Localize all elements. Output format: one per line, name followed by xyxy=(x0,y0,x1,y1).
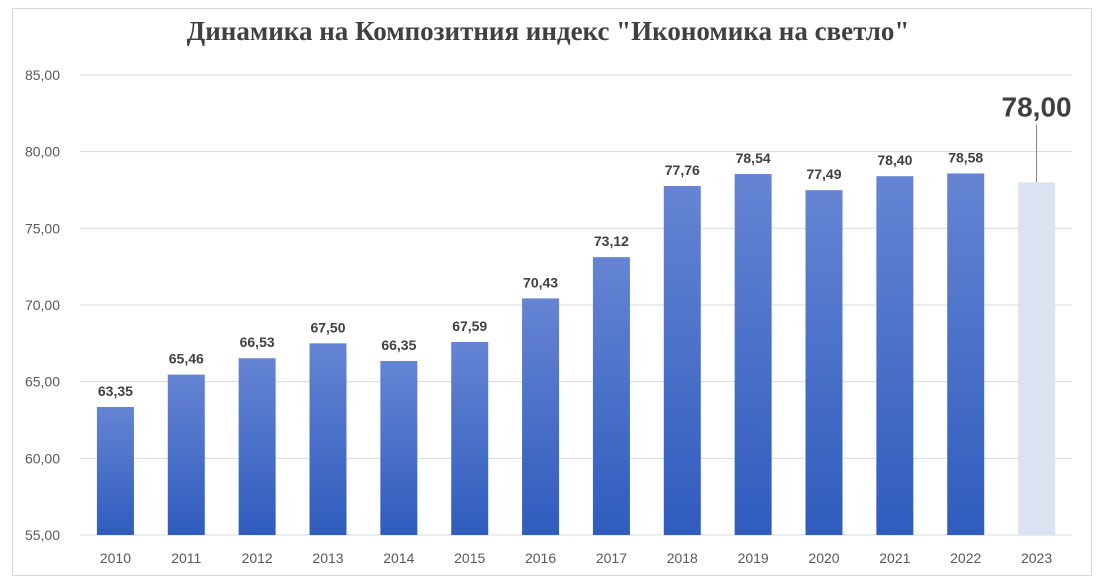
data-label-2010: 63,35 xyxy=(98,383,133,399)
data-label-2013: 67,50 xyxy=(310,319,345,335)
axes: 55,00 60,00 65,00 70,00 75,00 80,00 85,00 2010 2… xyxy=(25,67,1052,566)
x-tick-label: 2015 xyxy=(454,550,485,566)
y-tick-label: 55,00 xyxy=(25,527,60,543)
data-label-2015: 67,59 xyxy=(452,318,487,334)
gridlines xyxy=(80,74,1072,536)
data-label-2020: 77,49 xyxy=(806,166,841,182)
bar-2010 xyxy=(96,406,134,535)
data-label-2021: 78,40 xyxy=(877,152,912,168)
x-tick-label: 2010 xyxy=(100,550,131,566)
data-label-2022: 78,58 xyxy=(948,149,983,165)
bar-2020 xyxy=(805,190,843,536)
bar-2011 xyxy=(167,374,205,535)
x-tick-label: 2012 xyxy=(242,550,273,566)
data-label-2011: 65,46 xyxy=(169,351,204,367)
x-tick-label: 2011 xyxy=(171,550,201,566)
data-label-2016: 70,43 xyxy=(523,274,558,290)
data-label-2014: 66,35 xyxy=(381,337,416,353)
bar-2019 xyxy=(734,174,772,535)
chart-title: Динамика на Композитния индекс "Икономик… xyxy=(186,16,910,46)
x-tick-label: 2014 xyxy=(383,550,414,566)
y-tick-label: 70,00 xyxy=(25,297,60,313)
data-label-2023: 78,00 xyxy=(1002,91,1072,122)
bar-2018 xyxy=(663,186,701,535)
bars xyxy=(96,173,1056,536)
x-tick-label: 2021 xyxy=(879,550,910,566)
data-label-2018: 77,76 xyxy=(665,162,700,178)
data-labels: 63,35 65,46 66,53 67,50 66,35 67,59 70,43 73,12… xyxy=(98,91,1072,399)
data-label-2017: 73,12 xyxy=(594,233,629,249)
x-tick-label: 2022 xyxy=(950,550,981,566)
bar-2022 xyxy=(947,173,985,535)
x-tick-label: 2020 xyxy=(808,550,839,566)
y-tick-label: 60,00 xyxy=(25,450,60,466)
bar-2017 xyxy=(592,257,630,535)
x-tick-label: 2016 xyxy=(525,550,556,566)
bar-2014 xyxy=(380,360,418,535)
bar-2016 xyxy=(522,298,560,535)
bar-2012 xyxy=(238,358,276,535)
bar-2015 xyxy=(451,341,489,535)
x-tick-label: 2023 xyxy=(1021,550,1052,566)
y-tick-label: 65,00 xyxy=(25,374,60,390)
x-tick-label: 2013 xyxy=(312,550,343,566)
bar-2023 xyxy=(1018,182,1056,536)
x-tick-label: 2019 xyxy=(738,550,769,566)
data-label-2019: 78,54 xyxy=(736,150,771,166)
y-tick-label: 85,00 xyxy=(25,67,60,83)
x-tick-label: 2017 xyxy=(596,550,627,566)
bar-2013 xyxy=(309,343,347,535)
bar-2021 xyxy=(876,176,914,535)
data-label-2012: 66,53 xyxy=(240,334,275,350)
x-tick-label: 2018 xyxy=(667,550,698,566)
y-tick-label: 80,00 xyxy=(25,144,60,160)
y-tick-label: 75,00 xyxy=(25,220,60,236)
